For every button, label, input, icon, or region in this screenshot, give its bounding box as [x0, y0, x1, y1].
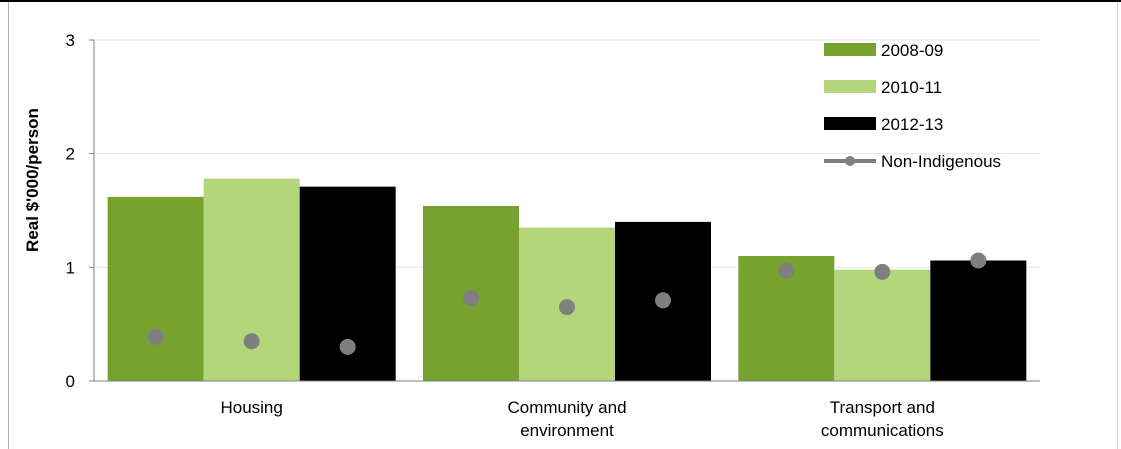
legend-marker-non-indigenous: [845, 156, 855, 166]
non-indigenous-point: [970, 252, 987, 269]
y-axis-label: Real $'000/person: [23, 108, 42, 252]
legend-label: 2010-11: [881, 78, 942, 97]
legend-label: 2012-13: [881, 115, 943, 134]
y-tick-label: 3: [66, 31, 75, 50]
non-indigenous-point: [655, 292, 671, 309]
y-tick-label: 2: [66, 145, 75, 164]
y-tick-label: 0: [66, 372, 75, 391]
legend-swatch-2012-13: [824, 117, 876, 130]
left-border: [8, 2, 9, 449]
x-category-label: Transport and communications: [821, 398, 944, 440]
legend-swatch-2010-11: [824, 80, 876, 93]
legend-swatch-2008-09: [824, 43, 876, 56]
legend-label: Non-Indigenous: [881, 152, 1001, 171]
bar-2012-13: [930, 260, 1027, 381]
non-indigenous-point: [243, 333, 260, 350]
non-indigenous-point: [778, 262, 795, 279]
bar-2010-11: [203, 178, 300, 381]
non-indigenous-point: [874, 263, 891, 280]
non-indigenous-point: [463, 290, 479, 307]
y-tick-label: 1: [66, 258, 75, 277]
non-indigenous-point: [339, 338, 356, 355]
x-labels: Housing Community and environment Transport…: [220, 398, 943, 440]
top-border: [0, 0, 1121, 2]
non-indigenous-markers: [147, 252, 987, 355]
x-category-label: Community and environment: [507, 398, 626, 440]
legend-label: 2008-09: [881, 41, 943, 60]
right-border: [1117, 2, 1118, 449]
bar-2008-09: [107, 196, 204, 381]
bars: [107, 178, 1027, 381]
y-ticks: 0 1 2 3: [66, 31, 94, 391]
x-category-label: Housing: [220, 398, 282, 417]
non-indigenous-point: [147, 328, 164, 345]
bar-2010-11: [834, 269, 931, 381]
non-indigenous-point: [559, 299, 575, 316]
legend: 2008-09 2010-11 2012-13 Non-Indigenous: [824, 41, 1001, 171]
